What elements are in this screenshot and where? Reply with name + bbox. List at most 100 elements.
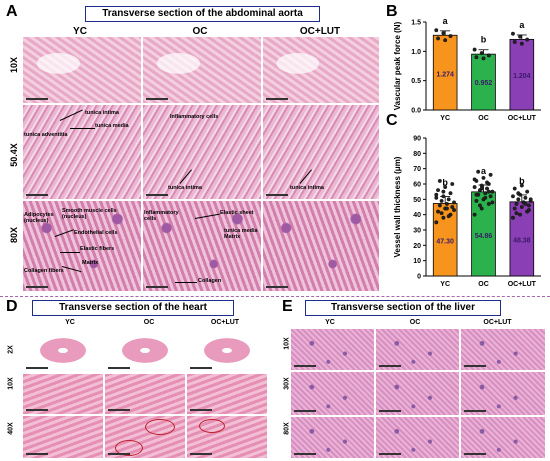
chart-c-ytick-label-6: 60 [413, 182, 421, 189]
panel-e-title: Transverse section of the liver [305, 300, 501, 316]
chart-c-point-2-14 [512, 186, 517, 191]
chart-b-value-label-2: 1.204 [513, 73, 531, 80]
anno-tunica-media-matrix: tunica media Matrix [224, 228, 258, 240]
chart-c-point-2-10 [523, 195, 528, 200]
chart-c-category-1: OC [478, 281, 489, 288]
chart-c-point-0-13 [448, 191, 453, 196]
chart-c-sig-2: b [519, 176, 525, 186]
panel-d-label: D [6, 298, 18, 315]
chart-b-point-1-3 [474, 55, 479, 60]
chart-c-point-1-0 [472, 212, 477, 217]
chart-c-ytick-label-8: 80 [413, 151, 421, 158]
chart-b-point-0-3 [436, 36, 441, 41]
liver-yc-80x-image [290, 416, 375, 459]
aorta-oc-80x-image [142, 200, 262, 292]
anno-collagen: Collagen [198, 278, 222, 284]
chart-b-point-2-2 [525, 37, 530, 42]
chart-c-ytick-label-4: 40 [413, 212, 421, 219]
chart-c-point-1-24 [486, 189, 491, 194]
chart-b-point-0-0 [434, 28, 439, 33]
aorta-yc-10x-image [22, 36, 142, 104]
chart-c-point-0-19 [452, 208, 456, 213]
anno-elastic-sheet: Elastic sheet [220, 210, 254, 216]
anno-tunica-intima-oc: tunica intima [168, 185, 202, 191]
panel-e-label: E [282, 298, 293, 315]
chart-b-category-0: YC [440, 115, 450, 122]
chart-c-ytick-label-3: 30 [413, 228, 421, 235]
chart-c-point-1-3 [474, 198, 479, 203]
anno-tunica-intima-oclut: tunica intima [290, 185, 324, 191]
heart-yc-40x-image [22, 415, 104, 459]
chart-c-ytick-label-2: 20 [413, 243, 421, 250]
aorta-oclut-50x-image [262, 104, 380, 200]
chart-c-point-0-20 [439, 211, 444, 216]
chart-c-point-1-25 [474, 192, 479, 197]
chart-c-point-2-9 [516, 197, 521, 202]
chart-c-point-2-13 [525, 189, 530, 194]
heart-oclut-40x-image [186, 415, 268, 459]
chart-vessel-wall-thickness: Vessel wall thickness (μm) 0 10 20 30 40 50 60 7… [393, 136, 541, 288]
chart-c-point-0-17 [437, 178, 442, 183]
anno-inflammatory-oc-80x: Inflammatory cells [144, 210, 179, 222]
anno-tunica-media-yc: tunica media [95, 123, 129, 129]
liver-oc-10x-image [375, 328, 460, 371]
chart-c-point-0-15 [443, 185, 448, 190]
chart-c-point-2-3 [512, 206, 517, 211]
liver-oclut-80x-image [460, 416, 546, 459]
chart-c-value-label-2: 48.38 [513, 238, 531, 245]
chart-c-point-1-1 [479, 206, 484, 211]
chart-c-ytick-label-5: 50 [413, 197, 421, 204]
chart-b-point-0-1 [441, 31, 446, 36]
chart-c-point-0-18 [444, 206, 449, 211]
chart-b-point-2-4 [519, 41, 524, 46]
chart-c-point-1-8 [490, 189, 495, 194]
chart-c-point-1-20 [477, 203, 482, 208]
chart-c-category-0: YC [440, 281, 450, 288]
panel-a-row-80x: 80X [9, 227, 19, 244]
chart-c-sig-1: a [481, 166, 487, 176]
panel-b-label: B [386, 3, 398, 20]
chart-b-ytick-label-1: 0.5 [411, 78, 421, 85]
heart-oc-highlight-circle-1 [145, 419, 175, 435]
chart-c-point-0-22 [434, 192, 439, 197]
section-divider [0, 296, 550, 297]
chart-b-point-2-0 [510, 31, 515, 36]
panel-a-col-oclut: OC+LUT [299, 26, 341, 37]
heart-yc-10x-image [22, 373, 104, 415]
chart-c-ytick-label-9: 90 [413, 136, 421, 143]
anno-adipocytes: Adipocytes (nucleus) [24, 212, 54, 224]
panel-e-col-yc: YC [325, 319, 335, 326]
chart-c-point-0-16 [450, 182, 455, 186]
panel-d-col-oc: OC [143, 319, 155, 326]
chart-c-point-1-17 [476, 169, 481, 174]
aorta-yc-80x-image [22, 200, 142, 292]
chart-c-point-1-22 [472, 177, 477, 182]
anno-tunica-adventitia-yc: tunica adventitia [24, 132, 68, 138]
chart-c-point-0-6 [437, 203, 442, 208]
chart-b-ytick-label-0: 0.0 [411, 108, 421, 115]
chart-c-ytick-label-7: 70 [413, 166, 421, 173]
chart-c-point-2-5 [526, 203, 531, 208]
chart-c-value-label-0: 47.30 [436, 238, 454, 245]
arrow-media-yc [70, 128, 95, 129]
panel-e-col-oc: OC [409, 319, 421, 326]
chart-c-point-2-1 [518, 212, 523, 217]
chart-c-point-1-16 [488, 172, 493, 177]
chart-c-point-1-15 [481, 175, 486, 180]
aorta-oclut-10x-image [262, 36, 380, 104]
chart-b-sig-2: a [519, 20, 525, 30]
panel-a-col-yc: YC [73, 26, 87, 37]
chart-c-point-0-10 [446, 197, 451, 202]
aorta-yc-50x-image [22, 104, 142, 200]
chart-c-point-1-2 [486, 201, 491, 206]
chart-c-point-1-19 [490, 200, 495, 205]
chart-c-point-0-7 [444, 201, 449, 206]
panel-d-row-10x: 10X [7, 377, 15, 390]
chart-b-sig-0: a [443, 16, 449, 26]
heart-oc-2x-image [104, 328, 186, 373]
anno-collagen-fibers: Collagen fibers [24, 268, 64, 274]
chart-c-point-2-21 [523, 201, 528, 206]
chart-b-ytick-label-3: 1.5 [411, 20, 421, 27]
chart-c-point-1-18 [483, 195, 488, 200]
chart-c-value-label-1: 54.86 [475, 233, 493, 240]
